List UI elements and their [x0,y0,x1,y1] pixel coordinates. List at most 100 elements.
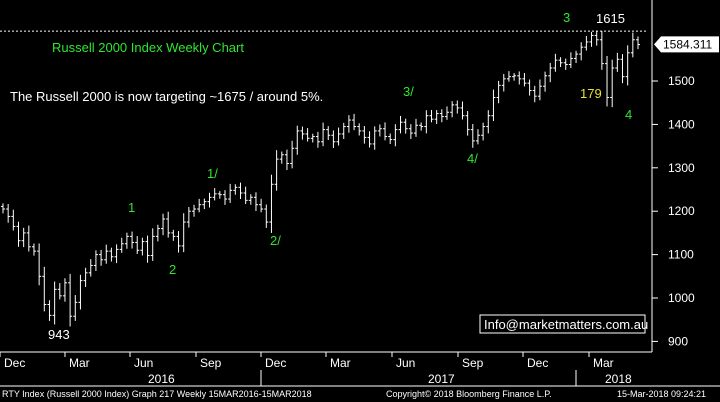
ohlc-bar [181,213,186,253]
ohlc-bar [243,186,248,205]
ohlc-bar [424,110,429,134]
x-year-label: 2017 [428,372,455,386]
ohlc-bar [414,118,419,137]
ohlc-bar [62,278,67,302]
x-year-label: 2018 [605,372,632,386]
ohlc-bar [594,30,599,46]
chart-title: Russell 2000 Index Weekly Chart [52,40,244,55]
ohlc-bar [11,209,16,231]
x-month-label: Dec [265,356,286,370]
y-axis-ticks: 900 1000 1100 1200 1300 1400 1500 [652,74,695,348]
watermark-box [479,314,646,334]
ohlc-bar [527,79,532,96]
ohlc-bar [610,59,615,108]
ohlc-bar [93,250,98,271]
ohlc-bar [78,274,83,310]
ohlc-bar [68,273,73,327]
ohlc-bar [543,71,548,92]
ohlc-bar [444,106,449,120]
ohlc-bar [357,123,362,136]
ohlc-bar [326,126,331,141]
ohlc-bar [238,182,243,200]
ohlc-bar [295,125,300,155]
ohlc-bar [284,149,289,170]
ohlc-bar [161,213,166,236]
ohlc-bar [315,131,320,148]
ohlc-bar [558,57,563,68]
ohlc-bar [21,227,26,248]
ohlc-bar [212,188,217,201]
ohlc-bar [584,35,589,51]
ohlc-bar [465,111,470,136]
ohlc-bar [574,50,579,63]
ohlc-bar [470,124,475,148]
annotation-wave-3: 3 [563,10,570,25]
ohlc-bar [491,89,496,122]
x-month-label: Dec [4,356,25,370]
x-month-label: Mar [330,356,351,370]
ohlc-bar [636,36,640,50]
ohlc-bar [104,244,109,264]
ohlc-bar [605,55,610,107]
annotation-943: 943 [48,327,70,342]
ohlc-bar [450,101,455,118]
footer-bar: RTY Index (Russell 2000 Index) Graph 217… [0,387,720,402]
ohlc-bar [481,122,486,141]
ohlc-bar [377,124,382,137]
ohlc-bar [176,231,181,253]
ohlc-bar [197,198,202,213]
ohlc-bar [419,122,424,131]
ohlc-chart: 900 1000 1100 1200 1300 1400 1500 Dec Mar Jun Sep… [0,0,720,387]
x-month-label: Jun [134,356,153,370]
ohlc-bar [429,109,434,123]
ohlc-bar [460,101,465,120]
ohlc-bar [517,71,522,85]
ohlc-bar [331,130,336,148]
annotation-1615: 1615 [596,11,625,26]
ohlc-bar [114,244,119,264]
annotation-wave-2-prime: 2/ [270,233,281,248]
y-tick-label: 1400 [668,117,695,131]
x-axis-ticks: Dec Mar Jun Sep Dec Mar Jun Sep Dec Mar 2016 2017 20… [0,352,632,386]
ohlc-bar [26,225,31,252]
ohlc-bar [73,295,78,321]
ohlc-bar [537,79,542,101]
ohlc-bar [321,122,326,147]
ohlc-bar [512,73,517,81]
y-tick-label: 1300 [668,161,695,175]
ohlc-bar [522,72,527,87]
annotation-wave-1-prime: 1/ [207,166,218,181]
ohlc-bar [486,110,491,134]
ohlc-bar [496,80,501,104]
ohlc-bar [42,266,47,312]
ohlc-bar [99,249,104,266]
ohlc-bar [305,128,310,142]
ohlc-bar [1,203,5,214]
ohlc-bar [388,133,393,144]
ohlc-bar [109,247,114,262]
ohlc-bar [367,131,372,148]
ohlc-bar [269,174,274,233]
ohlc-bar [434,110,439,124]
chart-subtitle: The Russell 2000 is now targeting ~1675 … [10,89,323,104]
ohlc-bar [475,129,480,145]
footer-copyright: Copyright© 2018 Bloomberg Finance L.P. [386,389,552,399]
annotation-wave-4: 4 [625,107,632,122]
footer-timestamp: 15-Mar-2018 09:24:21 [617,389,707,399]
ohlc-bar [352,113,357,131]
annotation-wave-1: 1 [128,200,135,215]
ohlc-bar [202,198,207,210]
y-tick-label: 1200 [668,204,695,218]
x-year-label: 2016 [148,372,175,386]
footer-left: RTY Index (Russell 2000 Index) Graph 217… [2,389,312,399]
x-month-label: Mar [593,356,614,370]
ohlc-bar [47,300,52,321]
ohlc-bar [279,151,284,164]
x-month-label: Sep [462,356,484,370]
ohlc-bar [140,237,145,256]
ohlc-bar [52,281,57,325]
ohlc-bar [222,190,227,205]
ohlc-bar [192,204,197,217]
ohlc-bar [630,32,635,58]
ohlc-bar [31,243,36,256]
